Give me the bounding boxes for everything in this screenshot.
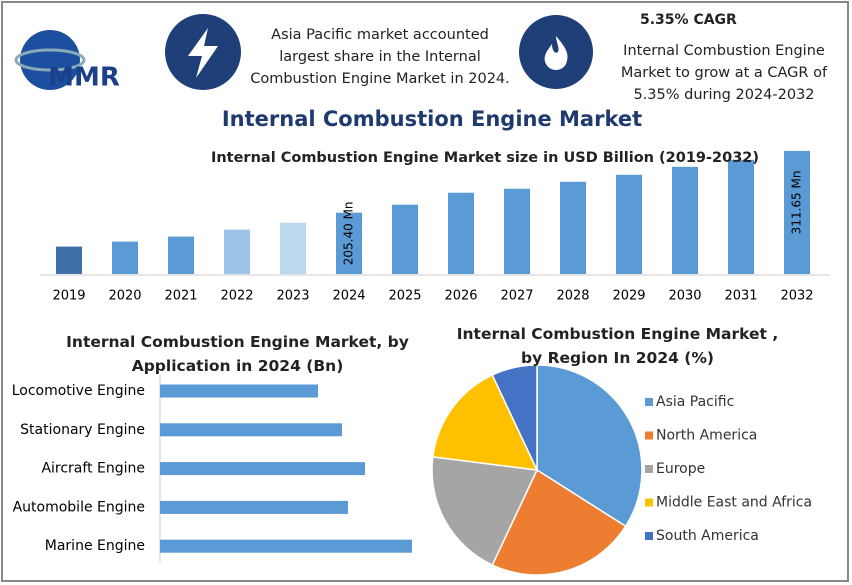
legend-label: North America — [656, 428, 757, 444]
value-label: 205.40 Mn — [342, 201, 356, 265]
x-tick-label: 2028 — [556, 289, 589, 304]
legend-swatch — [645, 465, 653, 473]
cagr-text: Internal Combustion Engine Market to gro… — [620, 43, 828, 103]
bar — [448, 192, 474, 274]
bar — [672, 166, 698, 274]
legend-label: Asia Pacific — [656, 394, 734, 410]
bar — [160, 384, 318, 398]
bar — [784, 150, 810, 274]
pie-slice — [431, 456, 539, 567]
x-tick-label: 2026 — [444, 289, 477, 304]
pie-slice — [491, 364, 538, 471]
icon-circle — [519, 15, 593, 89]
legend-swatch — [645, 398, 653, 406]
category-label: Locomotive Engine — [12, 383, 145, 399]
bar — [616, 174, 642, 274]
bar — [504, 188, 530, 274]
category-label: Automobile Engine — [13, 499, 145, 515]
flame-icon — [544, 36, 568, 70]
x-tick-label: 2025 — [388, 289, 421, 304]
category-label: Aircraft Engine — [41, 461, 145, 477]
logo-ring — [14, 48, 86, 72]
bar — [160, 539, 412, 553]
logo-text: MMR — [48, 63, 120, 93]
pie-slice — [431, 373, 539, 471]
category-label: Stationary Engine — [20, 422, 145, 438]
bar — [392, 204, 418, 274]
legend-label: Europe — [656, 461, 705, 477]
x-tick-label: 2019 — [52, 289, 85, 304]
x-tick-label: 2027 — [500, 289, 533, 304]
bar — [112, 241, 138, 274]
bar — [160, 423, 342, 437]
bolt-icon — [188, 28, 218, 78]
x-tick-label: 2023 — [276, 289, 309, 304]
chart-title: Internal Combustion Engine Market , by R… — [456, 325, 779, 367]
x-tick-label: 2022 — [220, 289, 253, 304]
cagr-title: 5.35% CAGR — [640, 12, 737, 28]
x-tick-label: 2024 — [332, 289, 365, 304]
bar — [56, 246, 82, 274]
x-tick-label: 2031 — [724, 289, 757, 304]
bar — [160, 500, 348, 514]
legend-label: Middle East and Africa — [656, 495, 812, 511]
bar — [160, 462, 365, 476]
main-title: Internal Combustion Engine Market — [222, 107, 642, 131]
x-tick-label: 2021 — [164, 289, 197, 304]
legend-label: South America — [656, 528, 759, 544]
bar — [280, 222, 306, 274]
pie-slice — [491, 468, 627, 576]
headline: Asia Pacific market accounted largest sh… — [250, 27, 510, 87]
bar — [336, 212, 362, 274]
x-tick-label: 2032 — [780, 289, 813, 304]
x-tick-label: 2029 — [612, 289, 645, 304]
bar — [728, 159, 754, 274]
logo-globe — [20, 30, 80, 90]
legend-swatch — [645, 431, 653, 440]
bar — [224, 229, 250, 274]
legend-swatch — [645, 498, 653, 507]
category-label: Marine Engine — [45, 538, 145, 554]
bar — [168, 236, 194, 274]
legend-swatch — [645, 532, 653, 540]
chart-title: Internal Combustion Engine Market, by Ap… — [66, 333, 409, 375]
value-label: 311.65 Mn — [790, 171, 804, 235]
chart-title: Internal Combustion Engine Market size i… — [210, 150, 760, 166]
x-tick-label: 2020 — [108, 289, 141, 304]
bar — [560, 181, 586, 274]
x-tick-label: 2030 — [668, 289, 701, 304]
